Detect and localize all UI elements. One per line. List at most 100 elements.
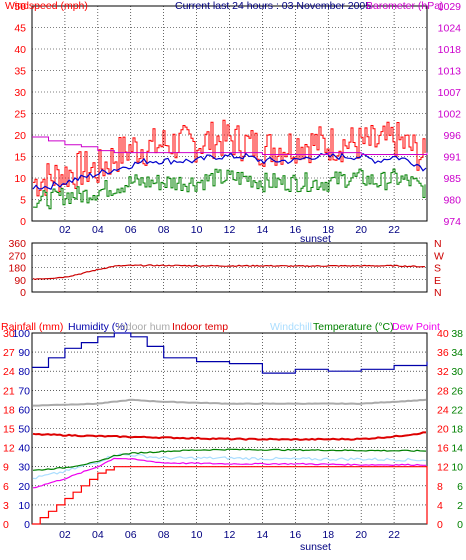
windspeed-tick-label: 20 [14, 130, 26, 142]
temp-tick-label-alt: 0 [457, 519, 463, 531]
x-tick-label: 12 [224, 529, 236, 541]
rain-tick-label: 18 [3, 404, 15, 416]
rain-tick-label: 9 [3, 462, 9, 474]
temp-tick-label: 0 [437, 519, 443, 531]
compass-tick-label: S [434, 263, 441, 275]
barometer-tick-label: 1029 [438, 1, 462, 13]
windspeed-tick-label: 45 [14, 23, 26, 35]
temp-tick-label-alt: 6 [457, 481, 463, 493]
compass-tick-label: E [434, 275, 441, 287]
barometer-line [32, 136, 428, 155]
degree-tick-label: 270 [8, 250, 26, 262]
chart-header-title: Current last 24 hours : 03 November 2005 [175, 0, 371, 12]
humidity-tick-label: 50 [18, 424, 30, 436]
barometer-tick-label: 996 [443, 130, 461, 142]
rain-tick-label: 3 [3, 500, 9, 512]
temp-tick-label: 16 [437, 443, 449, 455]
legend-entry: Humidity (%) [68, 321, 128, 333]
windspeed-tick-label: 5 [20, 195, 26, 207]
windspeed-tick-label: 0 [20, 216, 26, 228]
compass-tick-label: N [434, 238, 442, 250]
degree-tick-label: 0 [20, 287, 26, 299]
barometer-tick-label: 1013 [438, 66, 462, 78]
temp-tick-label: 24 [437, 404, 449, 416]
windspeed-tick-label: 10 [14, 173, 26, 185]
rain-tick-label: 27 [3, 347, 15, 359]
temp-tick-label-alt: 22 [451, 404, 463, 416]
x-tick-label: 22 [388, 224, 400, 236]
average-wind-line [32, 152, 427, 190]
x-tick-label: 04 [92, 224, 104, 236]
rain-tick-label: 0 [3, 519, 9, 531]
legend-entry: Windchill [270, 321, 312, 333]
temp-tick-label: 8 [437, 481, 443, 493]
degree-tick-label: 90 [14, 275, 26, 287]
windspeed-tick-label: 25 [14, 109, 26, 121]
humidity-tick-label: 90 [18, 347, 30, 359]
x-tick-label: 08 [158, 529, 170, 541]
series-line-indoor-hum [33, 398, 427, 407]
legend-entry: Indoor hum [117, 321, 170, 333]
direction-series-layer [32, 264, 426, 281]
windspeed-axis-ticks: 0 5 10 15 20 25 30 35 40 45 50 [14, 1, 26, 228]
x-tick-label: 20 [355, 224, 367, 236]
barometer-tick-label: 974 [443, 216, 461, 228]
wind-direction-line [32, 264, 426, 281]
rain-tick-label: 12 [3, 443, 15, 455]
temperature-x-axis-ticks: 02 04 06 08 10 12 14 16 18 20 22 [59, 529, 400, 541]
temp-tick-label-alt: 14 [451, 443, 463, 455]
windspeed-tick-label: 50 [14, 1, 26, 13]
temp-tick-label-alt: 10 [451, 462, 463, 474]
x-tick-label: 20 [355, 529, 367, 541]
barometer-tick-label: 980 [443, 195, 461, 207]
humidity-tick-label: 100 [12, 328, 30, 340]
temp-tick-label: 32 [437, 366, 449, 378]
temperature-series-layer [32, 332, 428, 525]
humidity-tick-label: 60 [18, 404, 30, 416]
x-tick-label: 22 [388, 529, 400, 541]
legend-entry: Dew Point [392, 321, 440, 333]
compass-tick-label: N [434, 287, 442, 299]
x-tick-label: 16 [289, 224, 301, 236]
legend-entry: Indoor temp [172, 321, 228, 333]
windspeed-tick-label: 40 [14, 44, 26, 56]
temp-tick-label-alt: 18 [451, 424, 463, 436]
temp-tick-label: 4 [437, 500, 443, 512]
x-tick-label: 06 [125, 224, 137, 236]
temp-tick-label-alt: 26 [451, 385, 463, 397]
compass-tick-label: W [434, 250, 444, 262]
humidity-tick-label: 30 [18, 462, 30, 474]
series-line-windchill [32, 453, 427, 480]
x-tick-label: 16 [289, 529, 301, 541]
temperature-grid [32, 333, 427, 524]
temp-tick-label-alt: 2 [457, 500, 463, 512]
x-tick-label: 10 [191, 529, 203, 541]
rain-tick-label: 15 [3, 424, 15, 436]
windspeed-tick-label: 15 [14, 152, 26, 164]
x-tick-label: 18 [322, 529, 334, 541]
temp-tick-label: 20 [437, 424, 449, 436]
temp-tick-label: 40 [437, 328, 449, 340]
x-tick-label: 04 [92, 529, 104, 541]
x-tick-label: 02 [59, 529, 71, 541]
legend-entry: Temperature (°C) [313, 321, 394, 333]
wind-x-axis-ticks: 02 04 06 08 10 12 14 16 18 20 22 [59, 224, 400, 236]
x-tick-label: 18 [322, 224, 334, 236]
windspeed-tick-label: 30 [14, 87, 26, 99]
wind-plot-area [31, 5, 428, 222]
x-tick-label: 12 [224, 224, 236, 236]
temp-tick-label-alt: 34 [451, 347, 463, 359]
windspeed-axis-label: Windspeed (mph) [5, 0, 88, 12]
humidity-tick-label: 10 [18, 500, 30, 512]
x-tick-label: 08 [158, 224, 170, 236]
temp-tick-label-alt: 38 [451, 328, 463, 340]
humidity-tick-label: 40 [18, 443, 30, 455]
temperature-legend: Rainfall (mm) Humidity (%)Indoor hum Indoo… [1, 321, 440, 333]
series-line-dew-point [32, 457, 426, 489]
